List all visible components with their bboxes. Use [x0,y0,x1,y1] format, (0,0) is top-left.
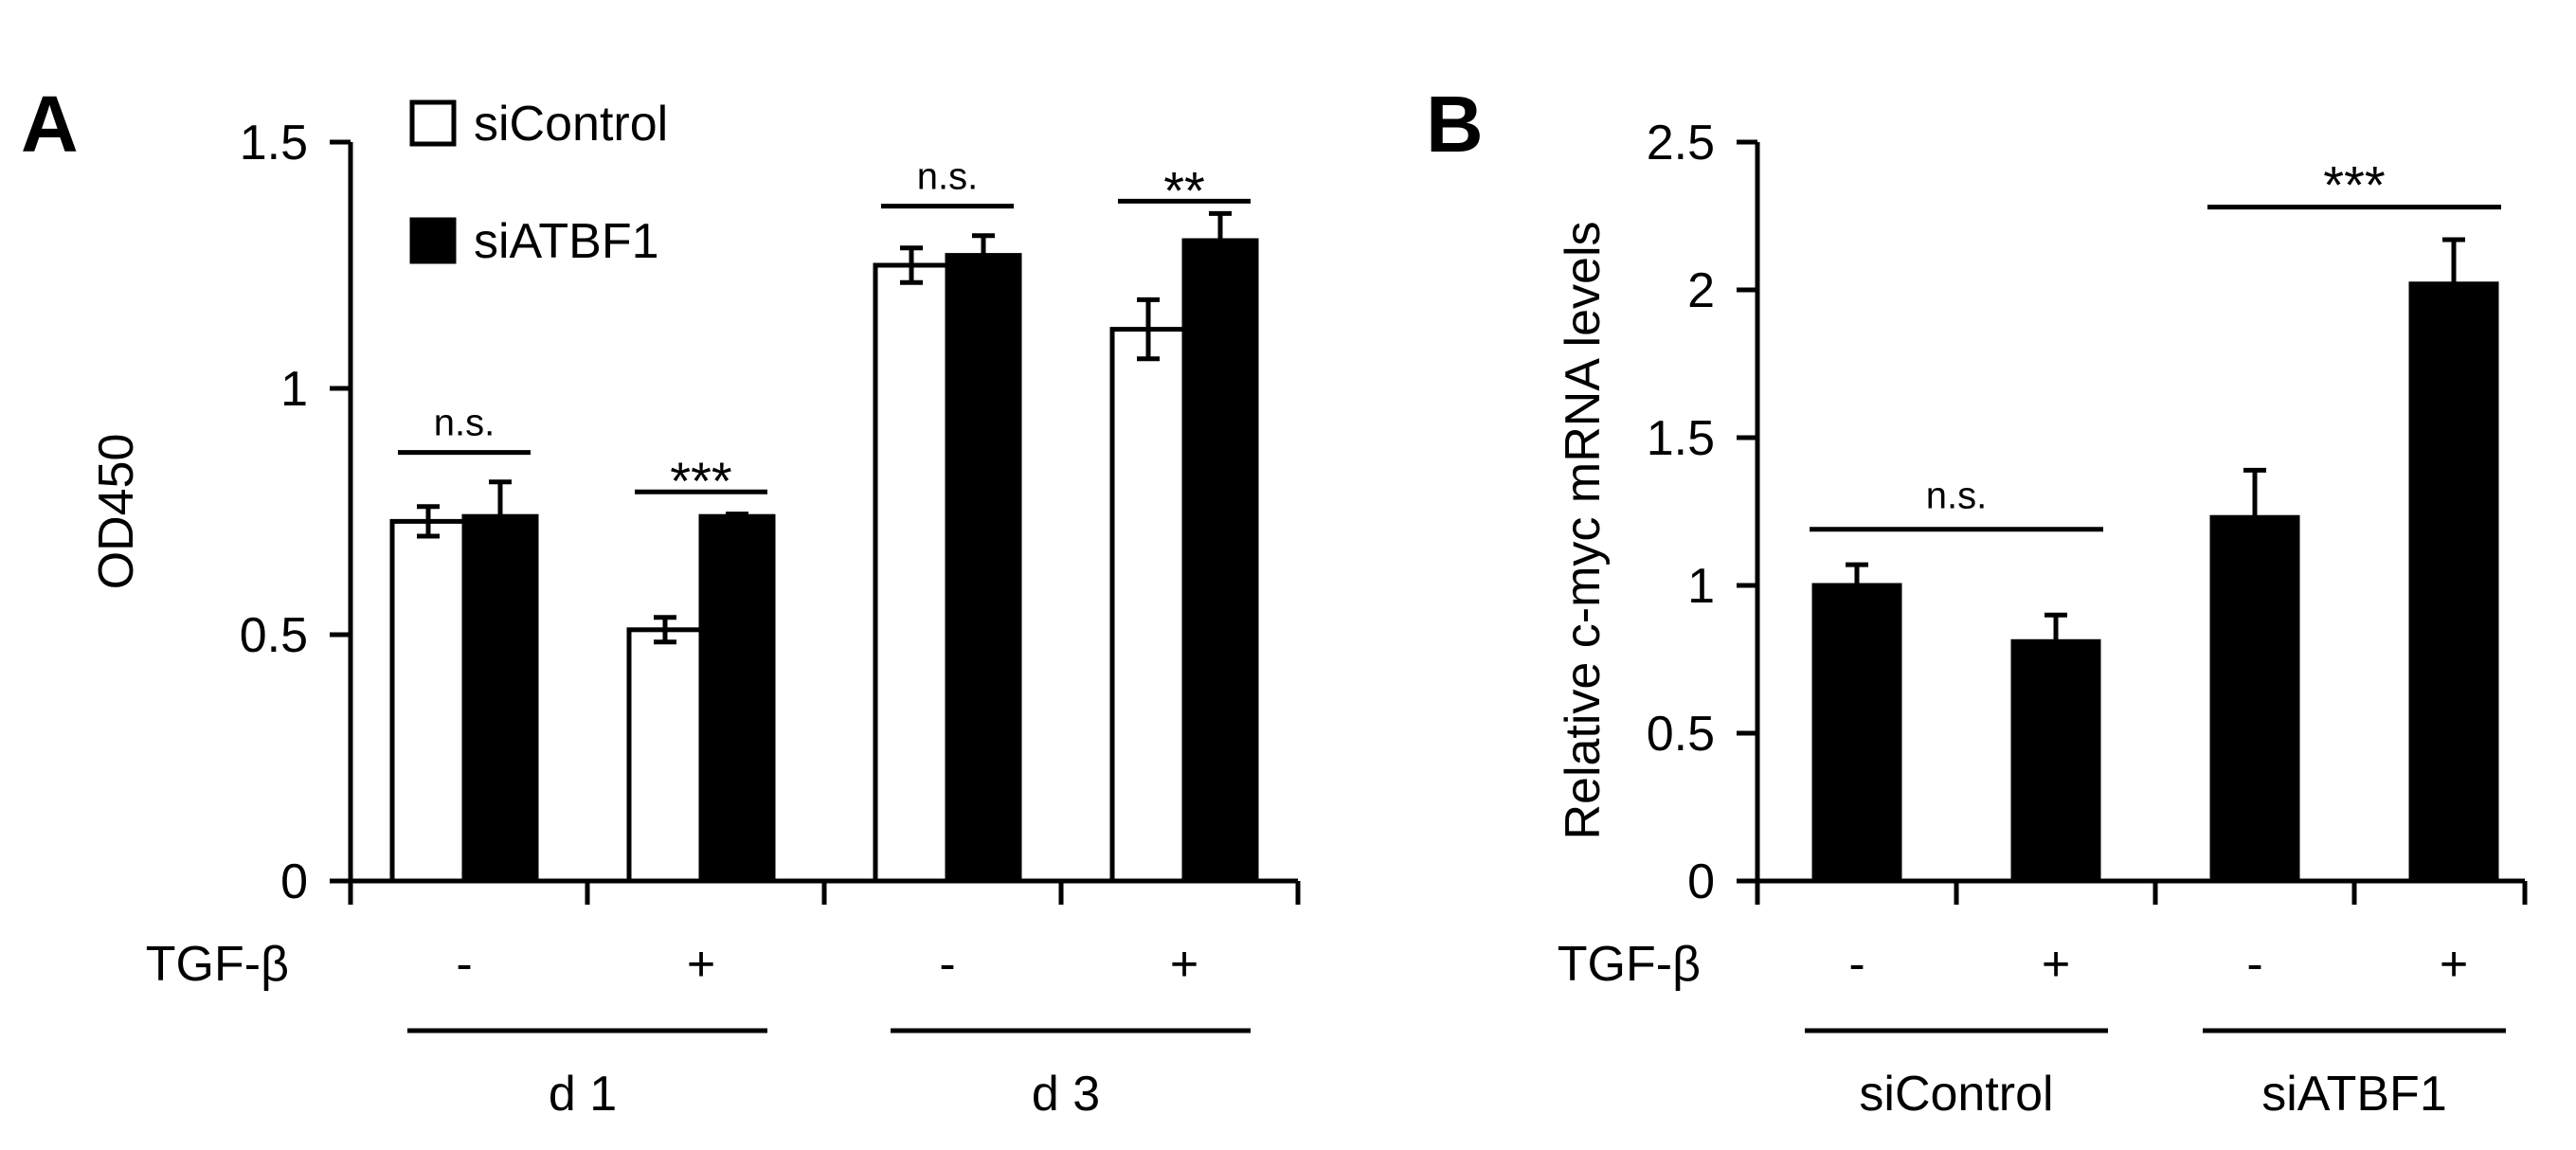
bar-siControl [626,627,704,884]
bar-siATBF1 [461,513,539,884]
bar-siControl [389,518,467,884]
bar-siATBF1 [945,253,1022,884]
legend-swatch-siATBF1 [409,217,457,264]
significance-label: ** [1163,160,1205,220]
category-label: - [939,937,955,992]
bar [2010,638,2101,884]
panel-a: A 0 0.5 1 1.5 OD450 n.s. *** n.s. ** siControl siAT… [21,80,1301,1122]
factor-label: TGF-β [1558,937,1701,992]
panel-label: A [21,80,79,169]
significance-label: *** [670,451,731,511]
significance-label: n.s. [917,156,978,198]
y-tick-label: 0 [280,854,308,909]
legend-label: siATBF1 [474,214,659,269]
group-label: d 3 [1032,1067,1100,1122]
bar [2209,514,2300,884]
y-tick-label: 2.5 [1647,116,1715,171]
bar [1811,583,1902,884]
significance-label: *** [2323,155,2385,215]
significance-label: n.s. [1926,476,1987,517]
group-label: siControl [1859,1067,2053,1122]
y-tick-label: 1 [1687,559,1715,614]
bar-siATBF1 [1181,238,1259,884]
factor-label: TGF-β [146,937,289,992]
group-label: d 1 [549,1067,617,1122]
y-tick-label: 1 [280,362,308,417]
category-label: + [2042,937,2070,992]
group-label: siATBF1 [2261,1067,2447,1122]
category-label: - [2246,937,2262,992]
category-label: - [456,937,472,992]
bar [2408,281,2499,884]
y-tick-label: 2 [1687,263,1715,318]
category-label: + [1170,937,1198,992]
category-label: + [687,937,715,992]
panel-b: B 0 0.5 1 1.5 2 2.5 Relative c-myc mRNA levels n… [1426,80,2528,1122]
y-tick-label: 0 [1687,854,1715,909]
category-label: - [1848,937,1864,992]
y-tick-label: 0.5 [240,608,308,663]
bar-siControl [873,262,950,884]
legend-swatch-siControl [409,99,457,147]
category-label: + [2440,937,2468,992]
y-axis-label: OD450 [89,434,144,590]
legend-label: siControl [474,97,668,152]
bar-siControl [1109,327,1187,884]
y-tick-label: 1.5 [1647,411,1715,466]
y-axis-label: Relative c-myc mRNA levels [1556,221,1611,839]
significance-label: n.s. [434,403,495,444]
y-tick-label: 0.5 [1647,707,1715,762]
y-tick-label: 1.5 [240,116,308,171]
panel-label: B [1426,80,1484,169]
bar-siATBF1 [698,513,776,884]
